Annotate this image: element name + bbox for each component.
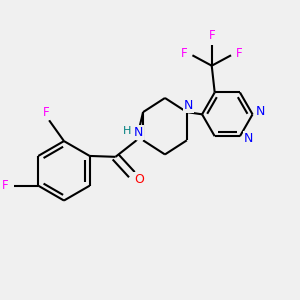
Text: N: N (256, 106, 266, 118)
Text: F: F (181, 47, 188, 60)
Text: F: F (208, 29, 215, 43)
Text: F: F (43, 106, 50, 119)
Text: F: F (236, 47, 242, 60)
Text: N: N (134, 126, 143, 139)
Text: N: N (134, 126, 143, 139)
Text: F: F (2, 179, 9, 192)
Text: N: N (184, 99, 193, 112)
Text: H: H (123, 126, 131, 136)
Text: N: N (184, 99, 193, 112)
Text: N: N (244, 132, 253, 145)
Text: O: O (134, 172, 144, 186)
